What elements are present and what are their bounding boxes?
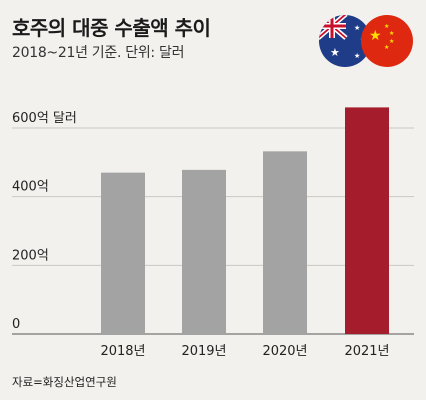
svg-text:★: ★ [354, 52, 360, 60]
y-tick-label: 0 [12, 317, 20, 332]
y-tick-label: 200억 [12, 248, 49, 263]
chart-subtitle: 2018~21년 기준. 단위: 달러 [12, 45, 185, 61]
svg-text:★: ★ [384, 44, 389, 51]
y-tick-label: 600억 달러 [12, 111, 77, 126]
source-note: 자료=화징산업연구원 [12, 375, 117, 389]
bar-2021년 [345, 107, 389, 335]
svg-text:★: ★ [384, 23, 389, 30]
svg-text:★: ★ [389, 30, 394, 37]
x-tick-label: 2021년 [344, 344, 389, 359]
x-tick-label: 2018년 [100, 344, 145, 359]
bar-2020년 [263, 151, 307, 334]
china-flag-icon: ★ ★ ★ ★ ★ [361, 15, 413, 67]
australia-flag-icon: ★ ★ ★ ★ [319, 15, 371, 67]
svg-text:★: ★ [330, 46, 340, 59]
chart-title: 호주의 대중 수출액 추이 [12, 16, 211, 40]
bar-2019년 [182, 169, 226, 334]
svg-text:★: ★ [354, 24, 360, 32]
bar-2018년 [101, 172, 145, 334]
x-tick-label: 2019년 [181, 344, 226, 359]
y-tick-label: 400억 [12, 180, 49, 195]
svg-text:★: ★ [369, 28, 382, 44]
svg-text:★: ★ [389, 38, 394, 45]
flag-badges: ★ ★ ★ ★ ★ ★ ★ ★ ★ [319, 15, 413, 67]
x-tick-label: 2020년 [262, 344, 307, 359]
